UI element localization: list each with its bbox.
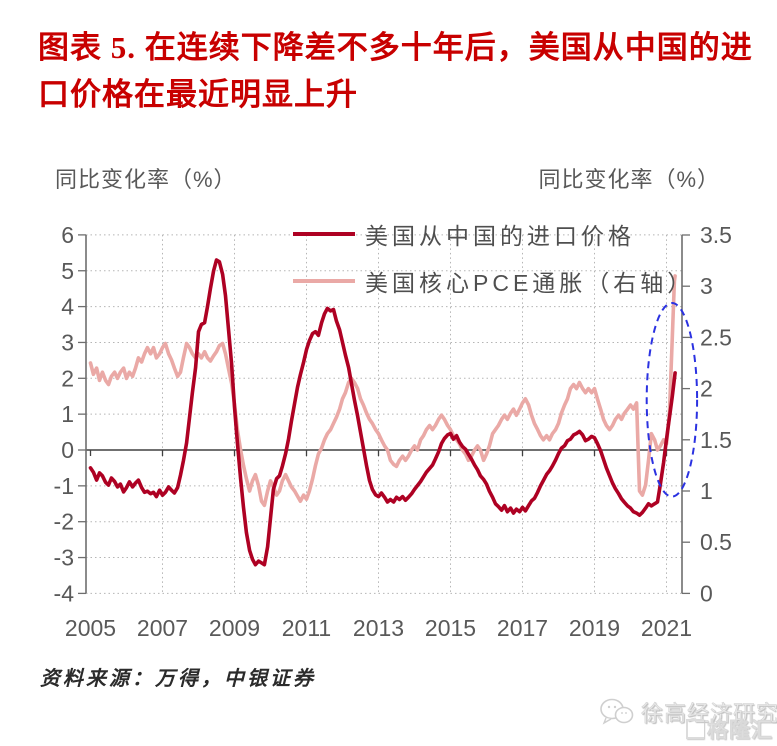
chart-legend: 美国从中国的进口价格 美国核心PCE通胀（右轴）	[293, 210, 694, 304]
left-axis-tick-label: 2	[61, 365, 74, 391]
legend-item-import-price: 美国从中国的进口价格	[293, 210, 694, 257]
figure-title-line1: 图表 5. 在连续下降差不多十年后，美国从中国的进	[38, 30, 753, 65]
left-axis-tick-label: 1	[61, 401, 74, 427]
core-pce-line-swatch	[293, 278, 355, 283]
left-axis-tick-label: -4	[54, 580, 75, 606]
x-axis-tick-label: 2021	[641, 615, 692, 641]
import-price-line-swatch	[293, 231, 355, 236]
figure-title-line2: 口价格在最近明显上升	[38, 77, 358, 112]
x-axis-tick-label: 2005	[65, 615, 116, 641]
right-axis-tick-label: 0.5	[700, 529, 732, 555]
figure-title: 图表 5. 在连续下降差不多十年后，美国从中国的进 口价格在最近明显上升	[38, 24, 753, 118]
x-axis-tick-label: 2013	[353, 615, 404, 641]
x-axis-tick-label: 2007	[137, 615, 188, 641]
legend-label-core-pce: 美国核心PCE通胀（右轴）	[365, 269, 695, 296]
right-axis-tick-label: 0	[700, 580, 713, 606]
left-axis-tick-label: -2	[54, 509, 74, 535]
right-axis-tick-label: 3	[700, 273, 713, 299]
watermark-account-text: 徐高经济研究	[641, 701, 777, 727]
watermark-platform: 格隆汇	[686, 714, 773, 744]
right-axis-tick-label: 2	[700, 376, 713, 402]
x-axis-tick-label: 2011	[282, 615, 331, 641]
right-axis-tick-label: 2.5	[700, 324, 732, 350]
left-axis-tick-label: -3	[54, 545, 74, 571]
left-axis-tick-label: -1	[54, 473, 74, 499]
watermark-platform-text: 格隆汇	[707, 719, 773, 743]
watermark-account: 徐高经济研究	[599, 696, 777, 728]
left-axis-tick-label: 4	[61, 294, 74, 320]
axis-tick-labels: 6 5 4 3 2 1 0 -1 -2 -3 -4 3.5 3 2.5 2 1.5 1 0.5 0 2005 2007 2…	[54, 222, 732, 641]
x-axis-tick-label: 2017	[497, 615, 548, 641]
right-axis-tick-label: 1.5	[700, 427, 732, 453]
chat-bubbles-icon	[600, 698, 634, 725]
x-axis-tick-label: 2019	[569, 615, 620, 641]
legend-label-import-price: 美国从中国的进口价格	[365, 222, 635, 249]
chart-gridlines	[86, 234, 682, 594]
left-axis-tick-label: 6	[61, 222, 74, 248]
data-source-note: 资料来源：万得，中银证券	[40, 668, 316, 690]
right-axis-tick-label: 1	[700, 478, 713, 504]
value-axes	[78, 234, 690, 595]
x-axis-tick-label: 2015	[425, 615, 476, 641]
right-axis-unit-label: 同比变化率（%）	[538, 167, 720, 192]
recent-surge-highlight-ellipse	[645, 302, 699, 498]
left-axis-tick-label: 3	[61, 329, 74, 355]
left-axis-tick-label: 0	[61, 437, 74, 463]
legend-item-core-pce: 美国核心PCE通胀（右轴）	[293, 257, 694, 304]
left-axis-unit-label: 同比变化率（%）	[55, 167, 237, 192]
right-axis-tick-label: 3.5	[700, 222, 732, 248]
import-price-line	[88, 258, 677, 567]
zero-axis	[86, 449, 682, 456]
left-axis-tick-label: 5	[61, 258, 74, 284]
gelonghui-logo-icon	[686, 719, 704, 739]
core-pce-line	[88, 274, 677, 508]
x-axis-tick-label: 2009	[209, 615, 260, 641]
